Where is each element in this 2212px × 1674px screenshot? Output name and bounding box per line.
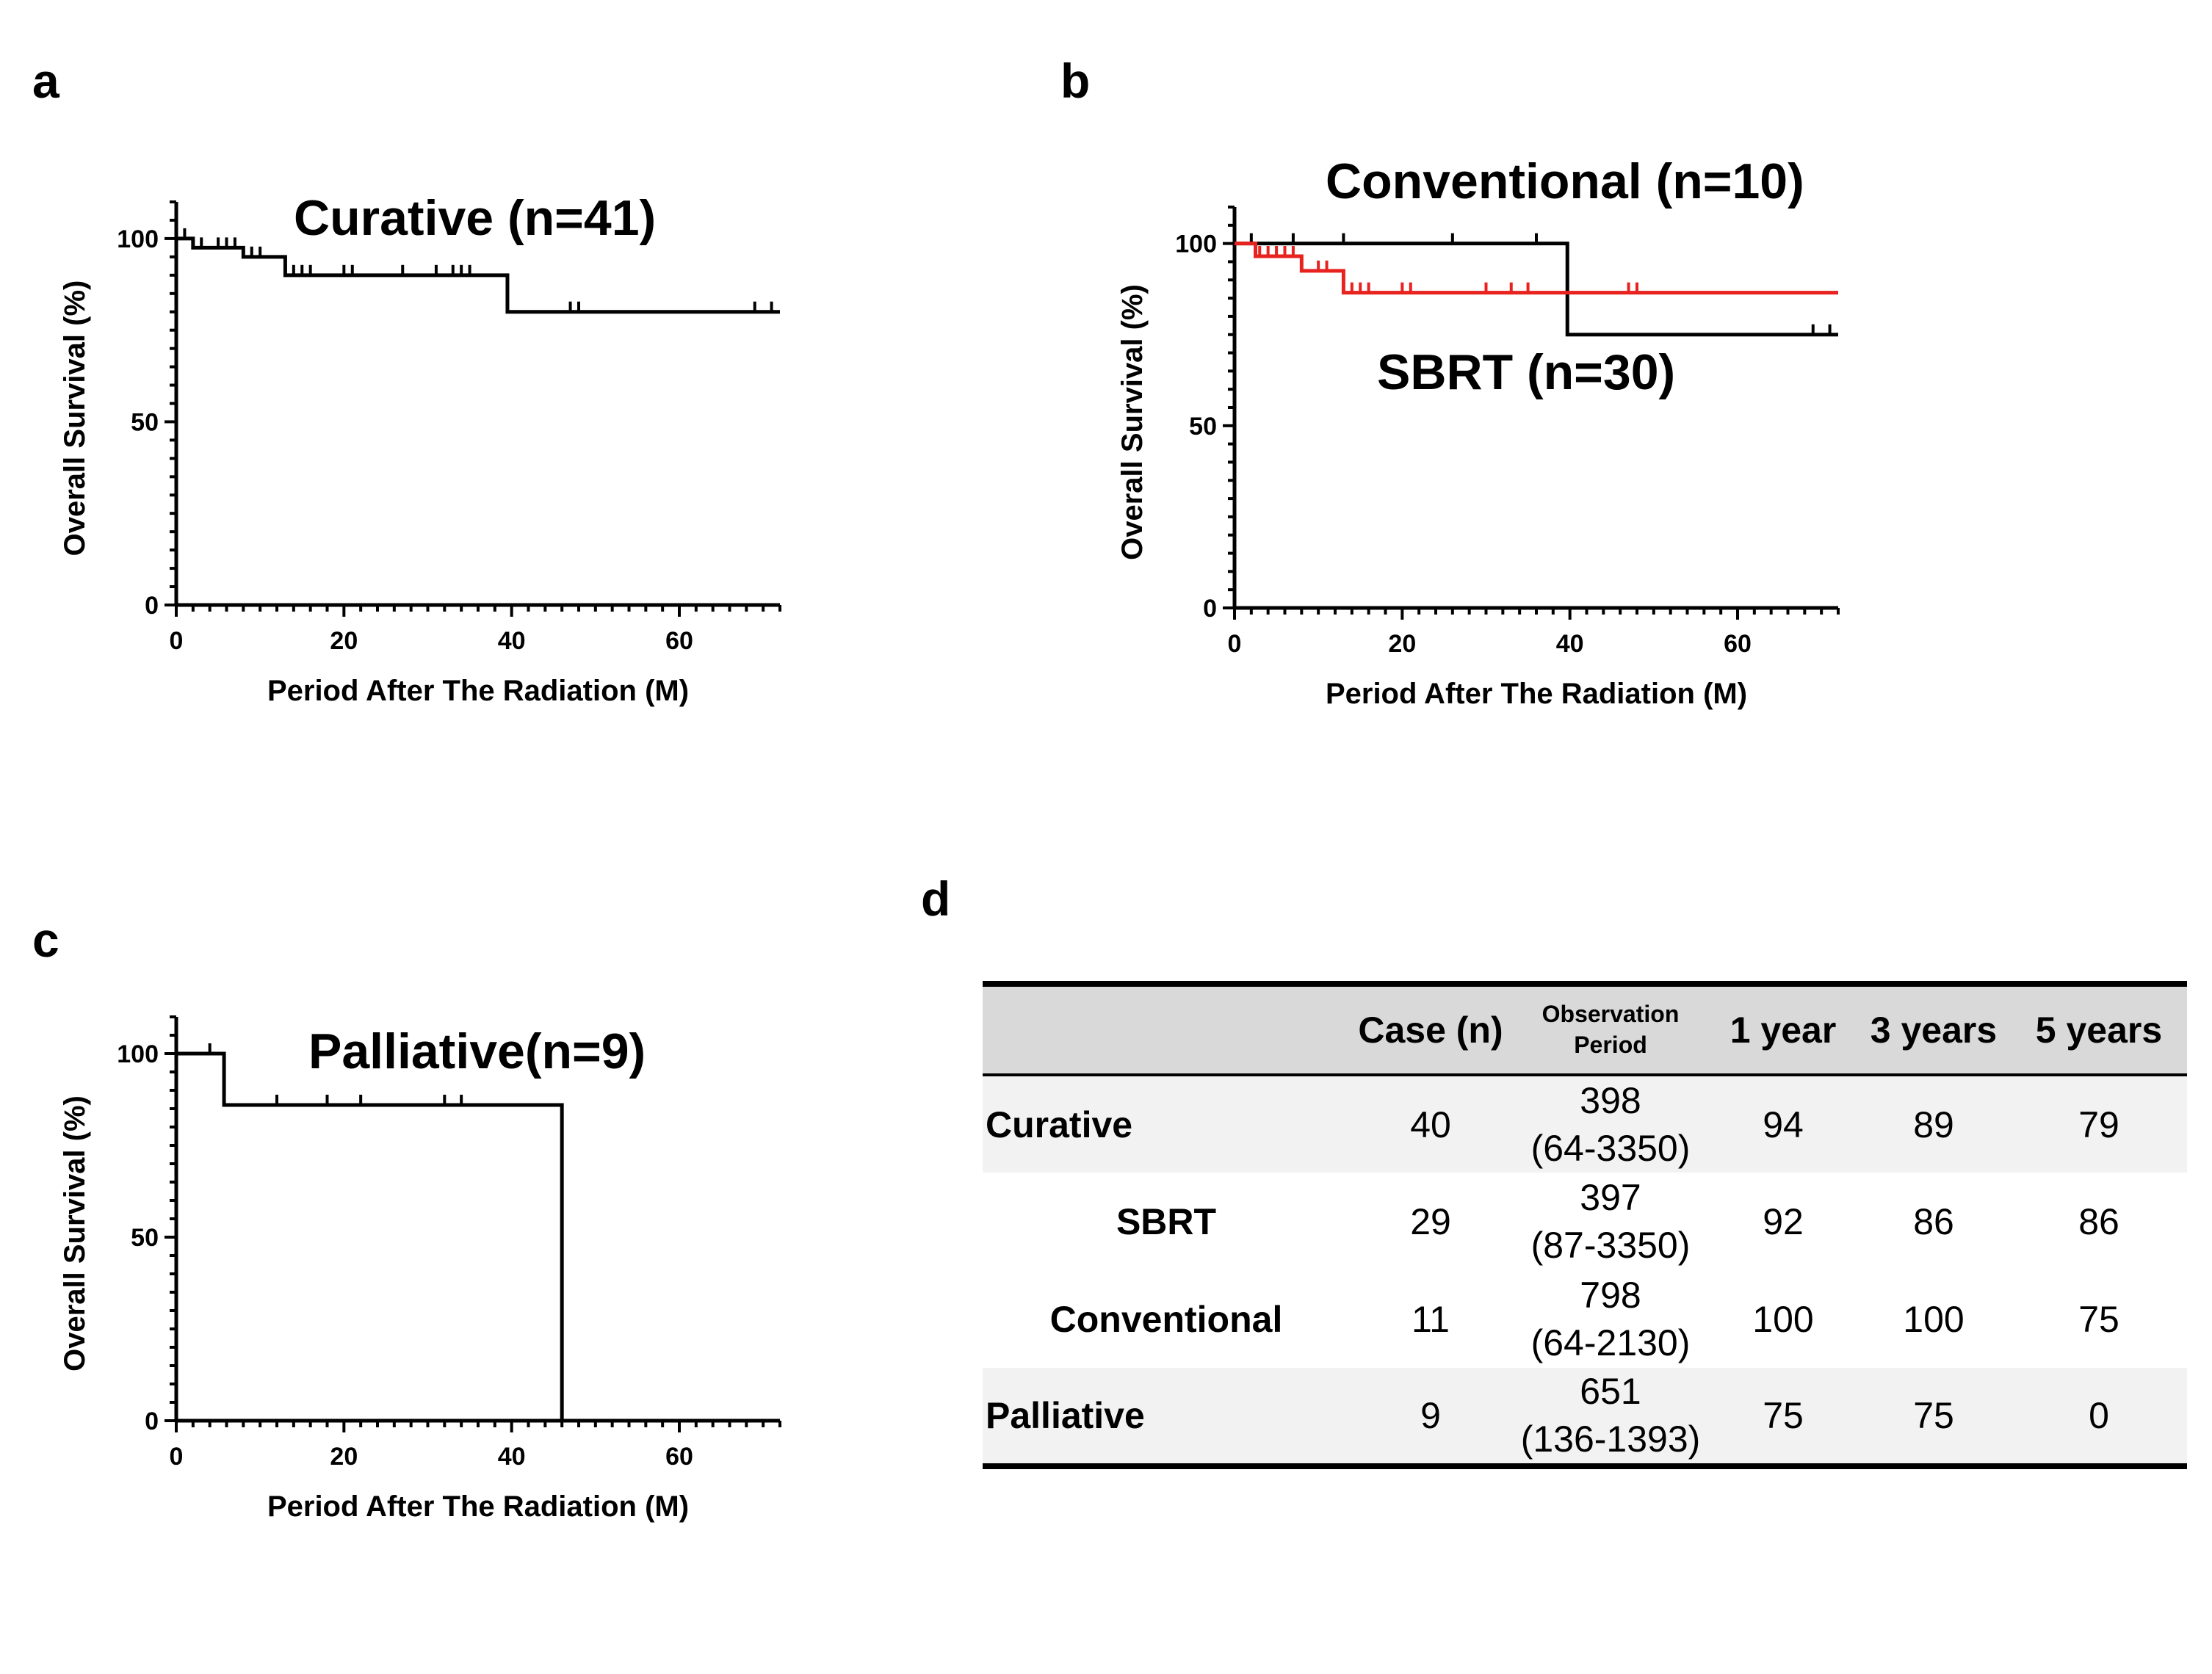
x-tick-label: 20	[330, 627, 358, 655]
panel-letter-c: c	[32, 913, 59, 967]
header-observation-line2: Period	[1574, 1032, 1647, 1058]
x-tick-label: 0	[170, 627, 184, 655]
cell-5-years: 79	[2078, 1104, 2119, 1145]
cell-3-years: 89	[1913, 1104, 1954, 1145]
x-tick-label: 40	[498, 1443, 526, 1471]
survival-chart-sbrt-conventional: 0 20 40 60 0 50 100 Period After The Radiation …	[1116, 153, 1840, 710]
header-case: Case (n)	[1358, 1010, 1503, 1051]
x-tick-label: 0	[170, 1443, 184, 1471]
y-axis-label: Overall Survival (%)	[59, 280, 91, 557]
table-row: Palliative 9 651 (136-1393) 75 75 0	[983, 1368, 2187, 1466]
table-row: Curative 40 398 (64-3350) 94 89 79	[983, 1075, 2187, 1173]
obs-range: (87-3350)	[1530, 1224, 1691, 1266]
y-tick-label: 100	[117, 225, 159, 253]
row-label: SBRT	[1116, 1200, 1217, 1242]
cell-1-year: 75	[1763, 1395, 1804, 1436]
y-tick-label: 0	[1203, 595, 1217, 623]
row-label: Palliative	[986, 1395, 1145, 1436]
panel-letter-a: a	[32, 54, 59, 108]
survival-curve	[1235, 242, 1838, 337]
header-3-years: 3 years	[1870, 1010, 1998, 1051]
curve-annotation: Conventional (n=10)	[1326, 153, 1804, 209]
curve-annotation: Palliative(n=9)	[308, 1023, 646, 1079]
x-axis-label: Period After The Radiation (M)	[267, 1490, 689, 1523]
cell-5-years: 75	[2078, 1298, 2119, 1340]
header-1-year: 1 year	[1730, 1010, 1837, 1051]
x-tick-label: 0	[1228, 630, 1242, 658]
cell-case: 40	[1410, 1104, 1451, 1145]
y-axis-label: Overall Survival (%)	[1116, 284, 1149, 560]
obs-median: 798	[1580, 1274, 1641, 1316]
cell-observation: 798 (64-2130)	[1511, 1270, 1710, 1368]
y-tick-label: 100	[1175, 231, 1217, 258]
cell-3-years: 100	[1903, 1298, 1965, 1340]
survival-curve	[176, 236, 780, 314]
obs-range: (64-3350)	[1530, 1127, 1691, 1169]
survival-chart-palliative: 0 20 40 60 0 50 100 Period After The Radiation …	[59, 1015, 781, 1523]
curve-annotation: SBRT (n=30)	[1377, 344, 1675, 400]
y-tick-label: 0	[145, 592, 159, 620]
obs-range: (64-2130)	[1530, 1322, 1691, 1363]
survival-table: Case (n) Observation Period 1 year 3 yea…	[983, 981, 2187, 1469]
table-row: SBRT 29 397 (87-3350) 92 86 86	[983, 1173, 2187, 1270]
y-axis-label: Overall Survival (%)	[59, 1095, 91, 1372]
x-tick-label: 40	[498, 627, 526, 655]
y-tick-label: 50	[1189, 413, 1217, 441]
x-tick-label: 60	[1724, 630, 1752, 658]
x-axis-label: Period After The Radiation (M)	[1326, 678, 1747, 710]
cell-3-years: 75	[1913, 1395, 1954, 1436]
obs-median: 651	[1580, 1371, 1641, 1412]
cell-1-year: 100	[1752, 1298, 1814, 1340]
cell-1-year: 94	[1763, 1104, 1804, 1145]
x-tick-label: 60	[665, 627, 693, 655]
cell-3-years: 86	[1913, 1200, 1954, 1242]
header-5-years: 5 years	[2035, 1010, 2163, 1051]
cell-5-years: 0	[2089, 1395, 2109, 1436]
obs-median: 397	[1580, 1176, 1641, 1218]
cell-case: 9	[1420, 1395, 1441, 1436]
y-tick-label: 50	[131, 1224, 159, 1252]
panel-letter-d: d	[921, 872, 951, 926]
header-observation-period: Observation Period	[1511, 984, 1710, 1075]
panel-letter-b: b	[1060, 54, 1091, 108]
x-axis-label: Period After The Radiation (M)	[267, 675, 689, 707]
x-tick-label: 40	[1556, 630, 1584, 658]
obs-range: (136-1393)	[1520, 1418, 1701, 1460]
row-label: Curative	[986, 1104, 1133, 1145]
survival-chart-curative: 0 20 40 60 0 50 100 Period After The Radiation …	[59, 190, 781, 707]
curve-annotation: Curative (n=41)	[294, 190, 656, 246]
cell-observation: 397 (87-3350)	[1511, 1173, 1710, 1270]
cell-case: 11	[1412, 1298, 1450, 1340]
cell-observation: 398 (64-3350)	[1511, 1075, 1710, 1173]
obs-median: 398	[1580, 1079, 1641, 1121]
table-header-row: Case (n) Observation Period 1 year 3 yea…	[983, 984, 2187, 1075]
y-tick-label: 0	[145, 1407, 159, 1435]
survival-curve	[176, 1051, 780, 1423]
x-tick-label: 20	[330, 1443, 358, 1471]
survival-curve	[1235, 242, 1838, 295]
y-tick-label: 100	[117, 1040, 159, 1068]
cell-5-years: 86	[2078, 1200, 2119, 1242]
cell-case: 29	[1410, 1200, 1451, 1242]
y-tick-label: 50	[131, 408, 159, 436]
cell-observation: 651 (136-1393)	[1511, 1368, 1710, 1466]
header-group	[983, 984, 1350, 1075]
x-tick-label: 20	[1388, 630, 1416, 658]
x-tick-label: 60	[665, 1443, 693, 1471]
cell-1-year: 92	[1763, 1200, 1804, 1242]
header-observation-line1: Observation	[1541, 1001, 1680, 1028]
table-row: Conventional 11 798 (64-2130) 100 100 75	[983, 1270, 2187, 1368]
row-label: Conventional	[1049, 1298, 1283, 1340]
